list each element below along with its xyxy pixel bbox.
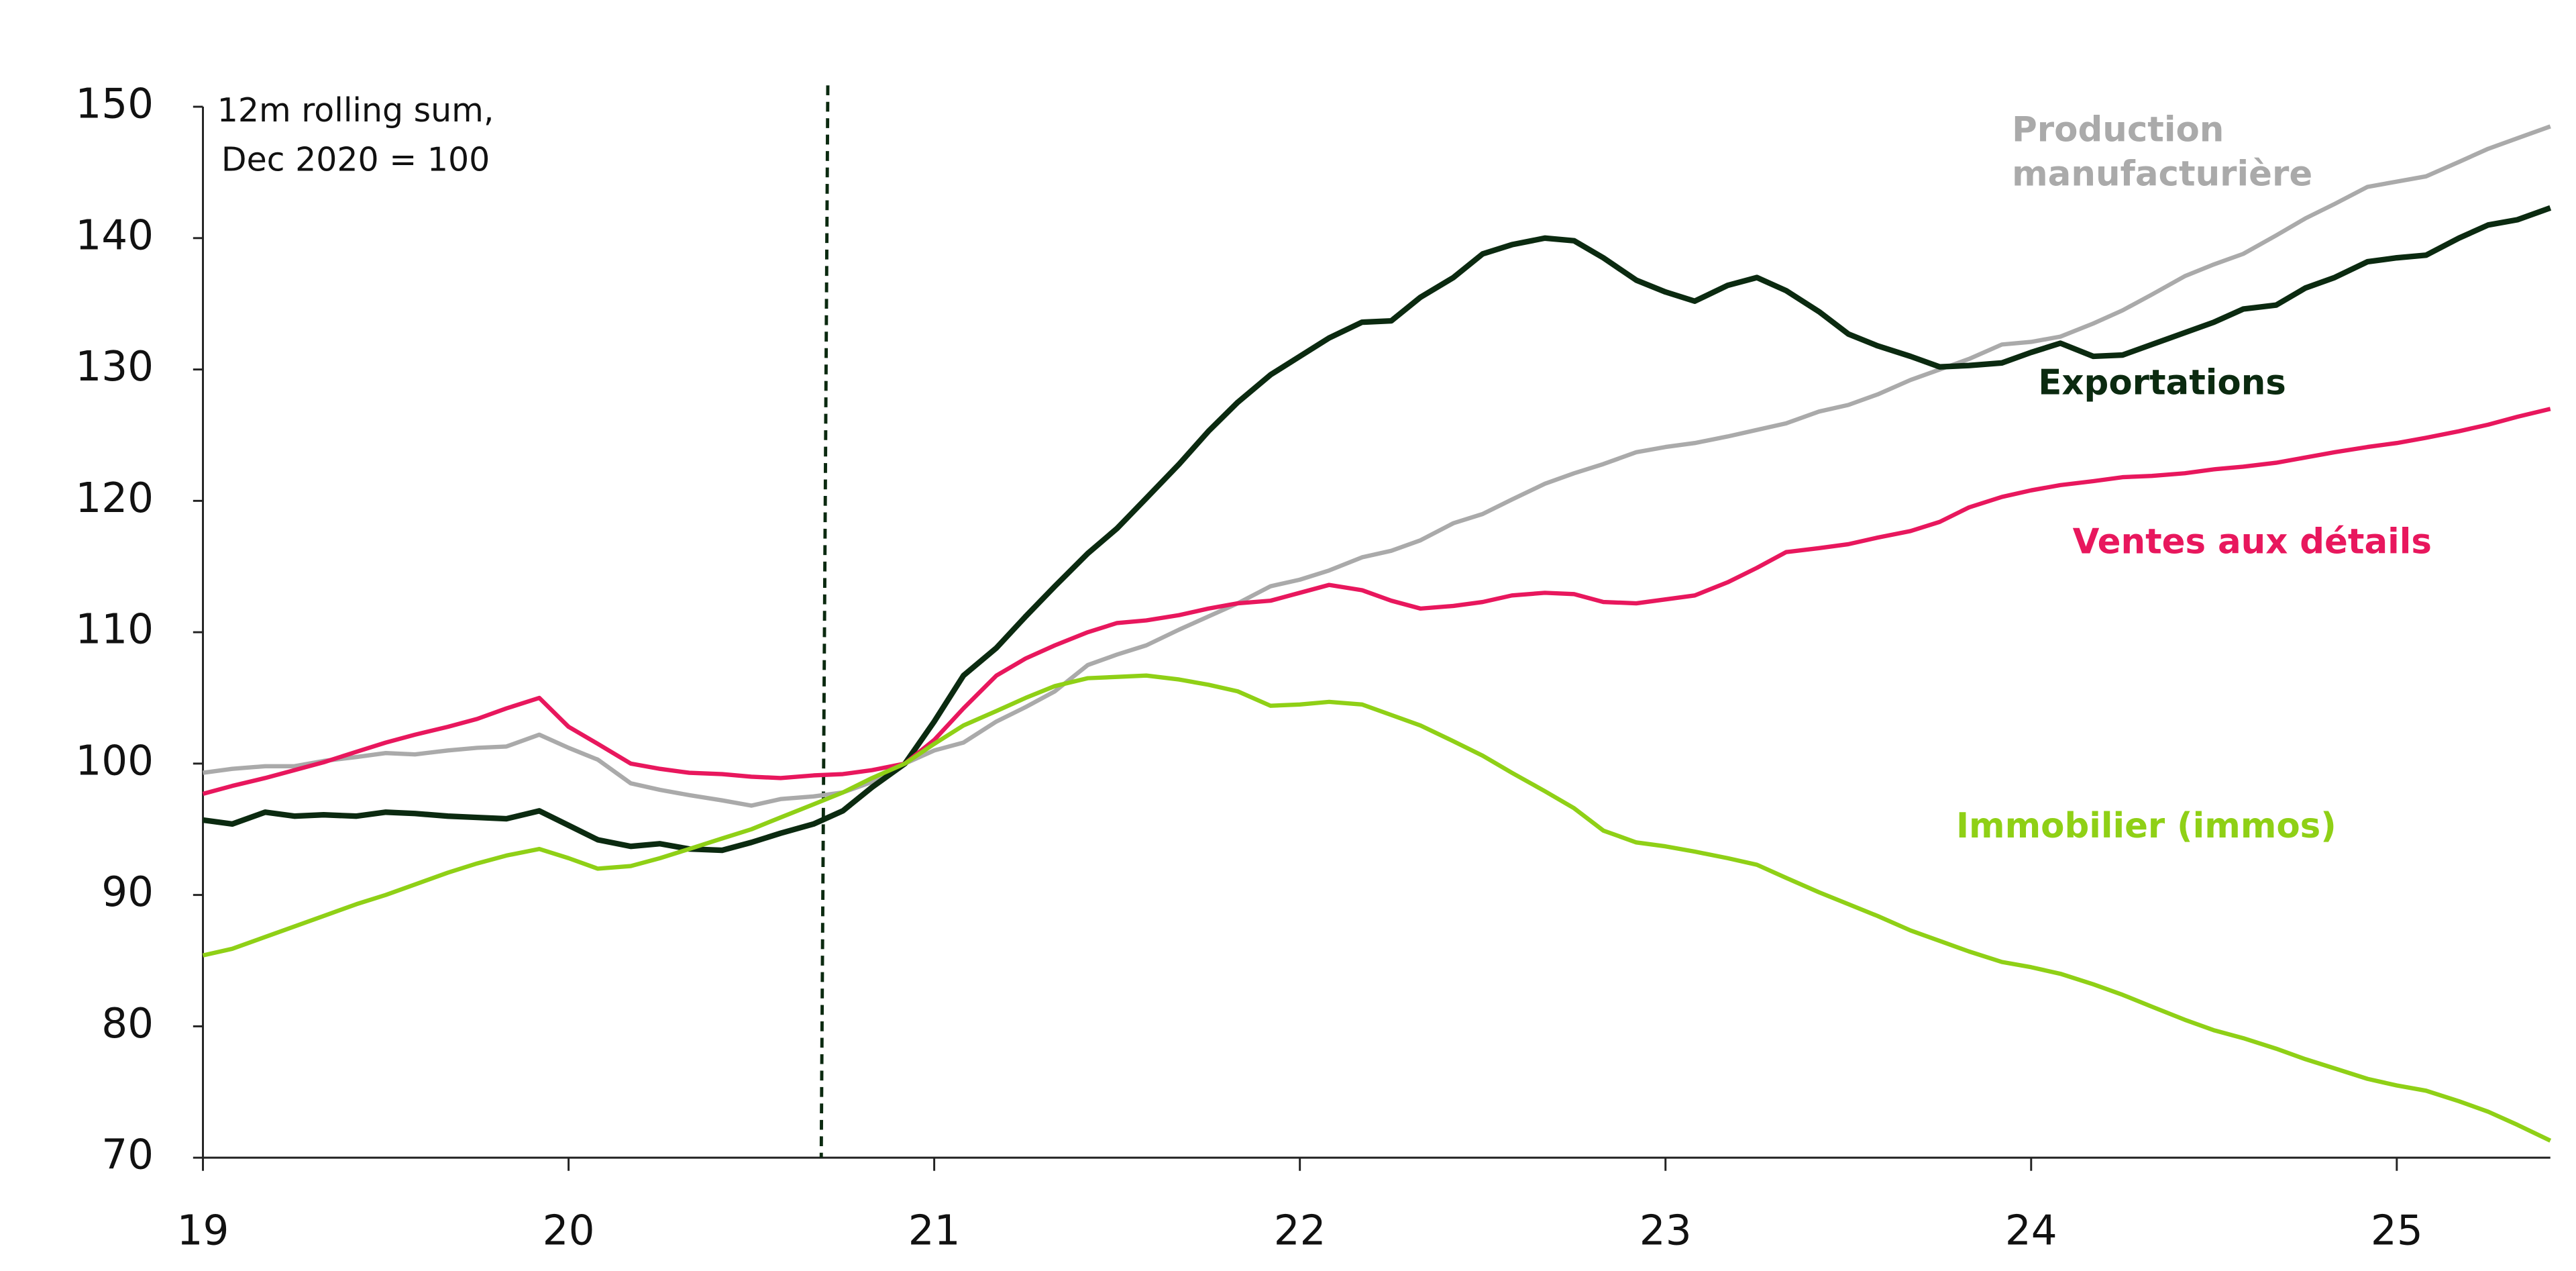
y-tick-label: 140 [75,211,154,259]
y-tick-label: 100 [75,737,154,784]
x-tick-label: 20 [543,1207,595,1254]
y-tick-label: 130 [75,343,154,391]
y-tick-label: 90 [101,868,154,916]
legend-label: Ventes aux détails [2072,522,2432,562]
reference-line [819,85,830,1158]
y-tick-label: 120 [75,474,154,522]
x-tick-label: 19 [177,1207,229,1254]
annotation: 12m rolling sum, Dec 2020 = 100 [217,90,494,179]
annotation-box: 12m rolling sum, Dec 2020 = 100 [217,90,494,179]
legend-label: Exportations [2038,362,2286,403]
legend-item: Immobilier (immos) [1955,806,2337,846]
legend-label: Production manufacturière [2012,109,2313,194]
y-tick-label: 110 [75,606,154,654]
series-line [203,124,2551,808]
x-tick-label: 24 [2005,1207,2057,1254]
x-tick-label: 21 [908,1207,961,1254]
y-tick-label: 150 [75,81,154,128]
y-tick-label: 70 [101,1131,154,1179]
legend-item: Ventes aux détails [2072,522,2432,562]
x-tick-label: 25 [2371,1207,2423,1254]
y-tick-label: 80 [101,1000,154,1048]
legend-item: Production manufacturière [2012,109,2313,194]
series-line [202,407,2551,796]
series-line [202,673,2552,1143]
series-line [202,205,2552,854]
x-tick-label: 22 [1274,1207,1326,1254]
legend-item: Exportations [2038,362,2286,403]
x-tick-label: 23 [1640,1207,1692,1254]
legend-label: Immobilier (immos) [1955,806,2337,846]
